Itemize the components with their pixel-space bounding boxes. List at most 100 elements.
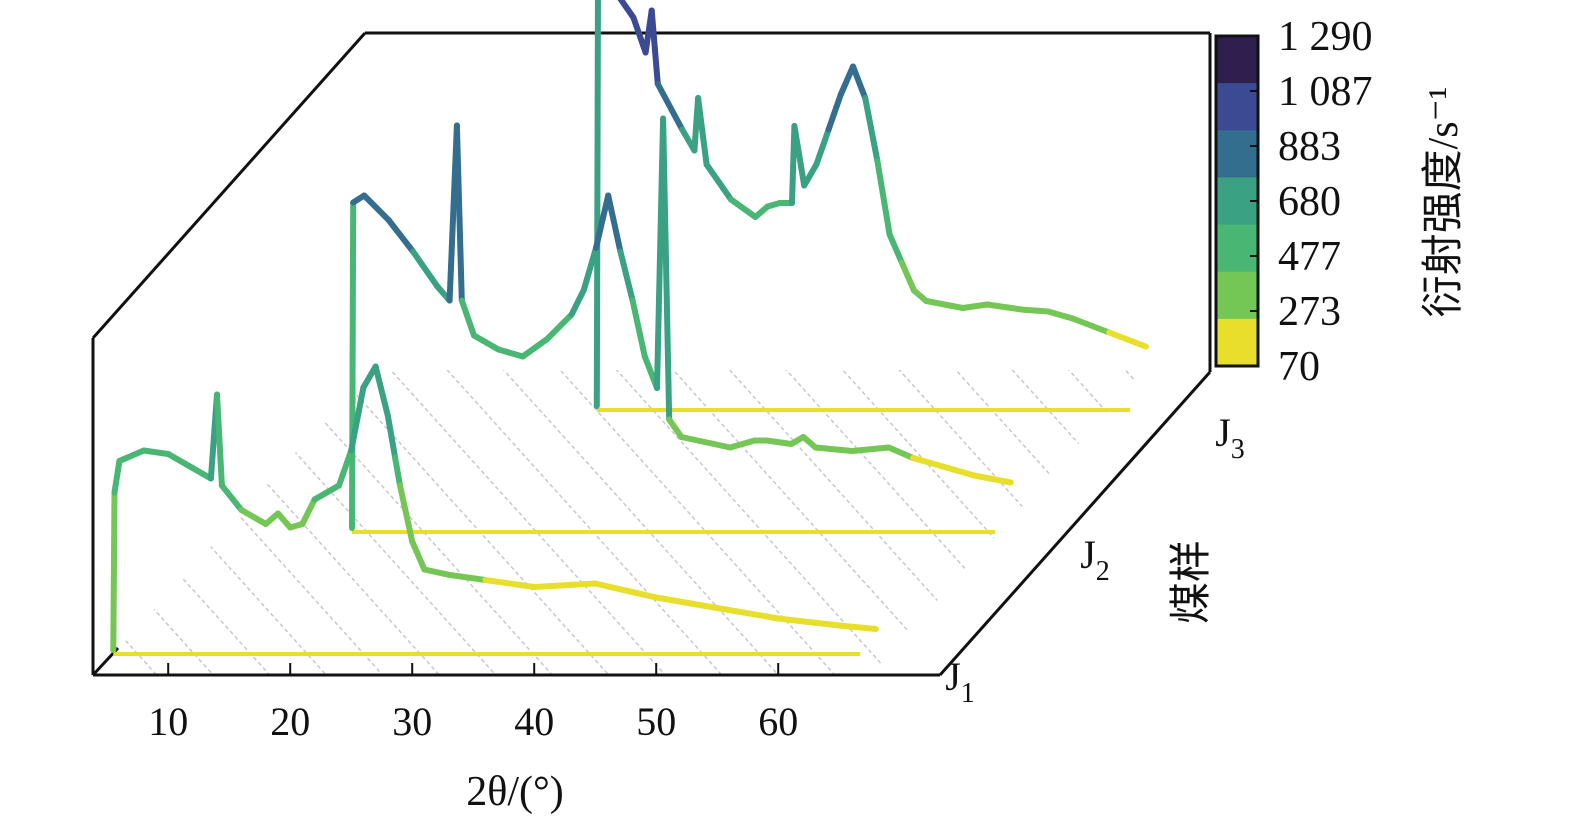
series-J1-segment [111, 458, 123, 496]
colorbar-tick-label: 1 087 [1278, 69, 1373, 115]
series-J1-segment [140, 447, 172, 457]
series-J2-segment [495, 346, 526, 360]
series-J2-segment [458, 297, 477, 339]
series-J3-segment [1069, 315, 1113, 336]
series-J2-segment [617, 248, 636, 304]
series-J2-segment [849, 444, 892, 454]
series-J1-segment [482, 577, 538, 590]
series-J2-segment [580, 245, 599, 293]
series-J2-segment [629, 297, 648, 360]
x-tick-label: 10 [148, 699, 188, 744]
series-J3-segment [1020, 306, 1052, 315]
series-J1-segment [775, 615, 843, 629]
series-J1-segment [653, 594, 721, 611]
colorbar-tick-label: 1 290 [1278, 14, 1373, 60]
series-J1-segment [348, 384, 367, 454]
series-J3-segment [1045, 308, 1076, 322]
series-J3-segment [617, 0, 637, 21]
series-J1-segment [397, 482, 416, 545]
series-J2-segment [361, 192, 392, 223]
x-tick-label: 30 [392, 699, 432, 744]
floor-plane [95, 370, 1146, 675]
series-J2-segment [812, 444, 856, 454]
x-tick-label: 40 [514, 699, 554, 744]
x-axis-title: 2θ/(°) [466, 769, 564, 815]
frame-edge [938, 371, 1212, 676]
series-J1-segment [189, 465, 214, 482]
series-J3-segment [874, 158, 893, 238]
colorbar-title: 衍射强度/s⁻¹ [1421, 87, 1467, 318]
series-J2-segment [568, 287, 587, 318]
series-J1-segment [116, 447, 147, 464]
colorbar-tick-label: 883 [1278, 124, 1341, 170]
series-J2-segment [410, 248, 441, 290]
series-J3-segment [728, 196, 759, 220]
series-J1-segment [299, 496, 318, 527]
series-J3-segment [825, 91, 844, 133]
series-J2-segment [349, 199, 357, 531]
series-J2-segment [666, 416, 685, 440]
colorbar-band [1216, 130, 1258, 178]
series-J3-segment [791, 123, 808, 189]
series-J2-segment [385, 217, 416, 255]
sample-label-J3: J3 [1215, 410, 1245, 465]
colorbar-band [1216, 318, 1258, 367]
sample-label-J1: J1 [945, 654, 975, 709]
series-J1-segment [445, 571, 489, 583]
series-J3-segment [984, 301, 1027, 313]
x-tick-label: 60 [758, 699, 798, 744]
series-J3-segment [801, 161, 820, 189]
series-J3-segment [813, 126, 832, 168]
series-J2-segment [971, 472, 1014, 486]
sample-label-J2: J2 [1080, 532, 1110, 587]
series-J3-segment [1106, 329, 1149, 350]
frame-edge [91, 32, 367, 339]
series-J1-segment [531, 580, 599, 590]
series-J2-segment [471, 332, 502, 353]
series-J2-segment [727, 437, 758, 451]
series-J2-segment [678, 434, 734, 451]
series-J1-segment [110, 489, 118, 653]
series-J1-segment [311, 482, 342, 503]
series-J1-segment [275, 510, 294, 531]
series-J1-segment [836, 622, 879, 632]
series-J2-segment [605, 192, 624, 255]
series-J3-segment [703, 161, 734, 203]
series-J3-segment [898, 259, 917, 294]
series-J1-segment [218, 482, 245, 513]
series-J1-segment [165, 451, 196, 471]
colorbar-tick-label: 70 [1278, 344, 1320, 390]
series-J2-segment [453, 122, 465, 304]
series-J1-segment [421, 566, 452, 578]
series-J1-segment [592, 580, 660, 601]
series-J2-segment [763, 437, 795, 447]
series-J2-segment [519, 336, 551, 360]
series-J3-segment [850, 63, 869, 101]
series-J1-segment [384, 412, 399, 461]
series-J3-segment [923, 298, 966, 311]
series-J1-segment [238, 507, 269, 527]
series-J1-segment [714, 605, 782, 622]
depth-axis-title: 煤样 [1169, 540, 1215, 624]
colorbar-band [1216, 224, 1258, 273]
colorbar-tick-label: 680 [1278, 179, 1341, 225]
series-J2-segment [885, 444, 917, 461]
series-J1-segment [372, 363, 391, 419]
series-J2-segment [544, 311, 575, 342]
series-J3-segment [695, 95, 710, 168]
series-J1-segment [214, 391, 225, 489]
series-J2-segment [593, 192, 612, 251]
series-J1-segment [409, 538, 428, 573]
series-J1: J1 [110, 363, 975, 709]
series-J3-segment [886, 231, 905, 266]
series-J2-segment [660, 115, 673, 423]
series-J1-segment [392, 454, 403, 489]
x-tick-label: 20 [270, 699, 310, 744]
colorbar-tick-label: 273 [1278, 289, 1341, 335]
series-J3-segment [593, 0, 601, 409]
colorbar-band [1216, 36, 1258, 84]
series-J3-segment [959, 301, 991, 311]
colorbar-band [1216, 271, 1258, 320]
